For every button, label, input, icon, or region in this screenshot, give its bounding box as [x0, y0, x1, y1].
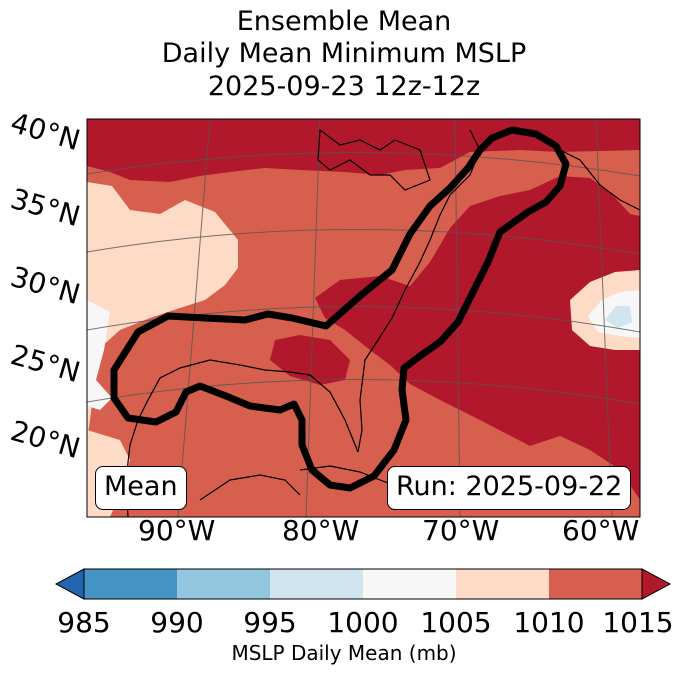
map-frame: [86, 118, 641, 518]
gridline-lat-30: [87, 229, 640, 255]
map-plot: [86, 82, 641, 518]
field-high-east: [315, 176, 640, 500]
lon-label-60w: 60°W: [562, 514, 640, 547]
lon-label-90w: 90°W: [138, 514, 216, 547]
title-line-1: Ensemble Mean: [236, 6, 452, 37]
coastline-yucatan: [199, 474, 301, 501]
coastline-gulf: [125, 359, 359, 517]
colorbar-tick-985: 985: [57, 606, 111, 639]
colorbar-bin-1010-1015: [549, 569, 643, 599]
colorbar-bin-985-990: [84, 569, 178, 599]
colorbar-tick-1015: 1015: [602, 606, 674, 639]
lon-label-70w: 70°W: [422, 514, 500, 547]
run-date-badge: Run: 2025-09-22: [387, 466, 632, 510]
field-1000-1005: [87, 300, 112, 410]
title-line-3: 2025-09-23 12z-12z: [207, 71, 481, 102]
gridline-lat-40: [87, 82, 640, 108]
colorbar-tick-1005: 1005: [420, 606, 492, 639]
colorbar-tick-995: 995: [243, 606, 297, 639]
colorbar-over-arrow: [641, 568, 672, 600]
colorbar-tick-1000: 1000: [327, 606, 399, 639]
mean-badge: Mean: [95, 466, 187, 510]
colorbar-frame: [83, 568, 643, 600]
colorbar-bin-1000-1005: [363, 569, 457, 599]
colorbar: [54, 568, 672, 600]
coastline-nova-scotia: [559, 149, 640, 211]
gridline-lon-80: [305, 119, 321, 517]
lon-label-80w: 80°W: [282, 514, 360, 547]
gridline-lon-60: [595, 119, 613, 517]
threshold-contour: [110, 126, 570, 492]
gridline-lat-20: [87, 379, 640, 405]
colorbar-bin-1005-1010: [456, 569, 550, 599]
colorbar-under-arrow: [54, 568, 85, 600]
title-line-2: Daily Mean Minimum MSLP: [161, 38, 527, 69]
colorbar-tick-990: 990: [150, 606, 204, 639]
colorbar-tick-1010: 1010: [513, 606, 585, 639]
field-995-1000: [605, 306, 632, 328]
colorbar-bin-995-1000: [270, 569, 364, 599]
coastline-atlantic: [357, 129, 481, 453]
colorbar-label: MSLP Daily Mean (mb): [231, 641, 457, 665]
coastline-great-lakes: [317, 128, 431, 191]
colorbar-bin-990-995: [177, 569, 271, 599]
